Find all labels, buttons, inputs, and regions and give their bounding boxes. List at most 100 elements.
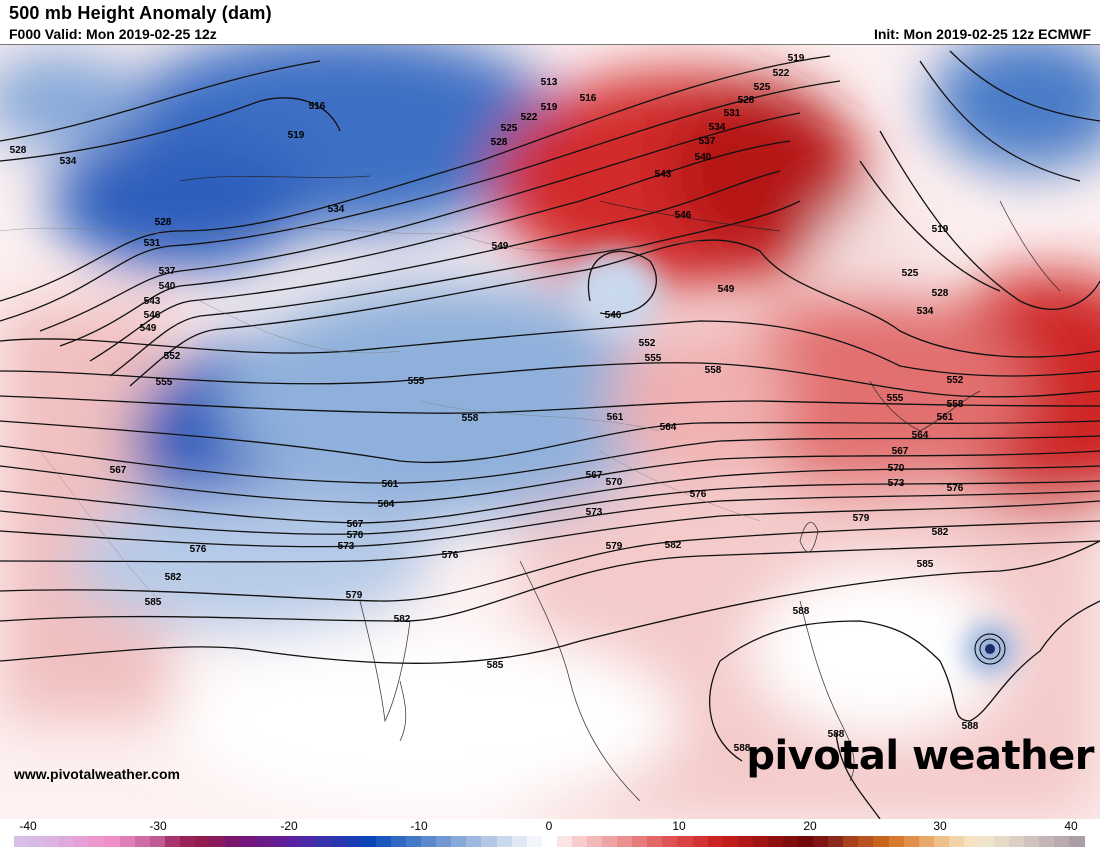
colorbar-swatch (179, 836, 195, 847)
contour-label: 534 (328, 204, 345, 215)
contour-label: 558 (462, 413, 479, 424)
contour-label: 564 (378, 499, 395, 510)
contour-label: 570 (606, 477, 623, 488)
contour-label: 555 (645, 353, 662, 364)
colorbar-swatch (496, 836, 512, 847)
contour-label: 534 (709, 122, 726, 133)
colorbar (14, 836, 1085, 847)
contour-label: 546 (144, 310, 161, 321)
colorbar-swatch (390, 836, 407, 847)
contour-label: 528 (491, 137, 508, 148)
map-canvas: 528 534 516 519 528 531 534 537 540 543 546 549 513 5… (0, 45, 1100, 819)
colorbar-swatch (89, 836, 105, 847)
colorbar-swatch (44, 836, 60, 847)
colorbar-swatch (767, 836, 783, 847)
contour-label: 573 (586, 507, 603, 518)
colorbar-swatch (14, 836, 30, 847)
contour-label: 534 (917, 306, 934, 317)
colorbar-swatch (119, 836, 135, 847)
colorbar-swatch (888, 836, 904, 847)
contour-label: 564 (660, 422, 677, 433)
colorbar-tick-label: -30 (149, 819, 167, 833)
contour-label: 582 (665, 540, 682, 551)
colorbar-tick-label: -20 (280, 819, 298, 833)
contour-label: 570 (888, 463, 905, 474)
colorbar-tick-label: 30 (933, 819, 947, 833)
colorbar-swatch (647, 836, 663, 847)
colorbar-swatch (451, 836, 467, 847)
colorbar-swatch (526, 836, 542, 847)
colorbar-swatch (994, 836, 1010, 847)
colorbar-swatch (662, 836, 678, 847)
colorbar-swatch (300, 836, 316, 847)
contour-label: 549 (492, 241, 509, 252)
contour-label: 543 (144, 296, 161, 307)
colorbar-swatch (436, 836, 452, 847)
contour-label: 537 (699, 136, 716, 147)
chart-title: 500 mb Height Anomaly (dam) (9, 3, 272, 23)
colorbar-tick-label: -10 (410, 819, 428, 833)
colorbar-swatch (59, 836, 75, 847)
colorbar-tick-label: 0 (545, 819, 553, 833)
colorbar-swatch (858, 836, 874, 847)
colorbar-tick-label: 40 (1064, 819, 1078, 833)
colorbar-swatch (1054, 836, 1070, 847)
contour-label: 561 (607, 412, 624, 423)
pivotal-weather-logo: pivotal weather (746, 733, 1094, 779)
contour-label: 579 (853, 513, 870, 524)
contour-label: 558 (947, 399, 964, 410)
colorbar-swatch (1069, 836, 1085, 847)
contour-label: 546 (675, 210, 692, 221)
colorbar-swatch (74, 836, 90, 847)
contour-label: 522 (521, 112, 538, 123)
contour-label: 525 (902, 268, 919, 279)
contour-label: 585 (487, 660, 504, 671)
colorbar-ticks: -40 -30 -20 -10 0 10 20 30 40 (0, 819, 1100, 833)
contour-label: 555 (156, 377, 173, 388)
contour-label: 528 (10, 145, 27, 156)
contour-label: 570 (347, 530, 364, 541)
colorbar-swatch (345, 836, 361, 847)
colorbar-swatch (406, 836, 422, 847)
colorbar-swatch (375, 836, 391, 847)
colorbar-swatch (979, 836, 995, 847)
contour-labels: 528 534 516 519 528 531 534 537 540 543 546 549 513 5… (10, 53, 979, 754)
colorbar-swatch (225, 836, 241, 847)
contour-label: 552 (639, 338, 656, 349)
contour-label: 531 (724, 108, 741, 119)
contour-label: 540 (159, 281, 176, 292)
colorbar-swatch (421, 836, 437, 847)
contour-label: 546 (605, 310, 622, 321)
contour-label: 582 (394, 614, 411, 625)
contour-label: 552 (947, 375, 964, 386)
colorbar-swatch (948, 836, 964, 847)
colorbar-swatch (963, 836, 979, 847)
colorbar-swatch (1024, 836, 1040, 847)
contour-label: 549 (718, 284, 735, 295)
colorbar-swatch (270, 836, 286, 847)
colorbar-swatch (677, 836, 693, 847)
colorbar-swatch (29, 836, 45, 847)
valid-time: F000 Valid: Mon 2019-02-25 12z (9, 26, 217, 42)
contour-label: 567 (347, 519, 364, 530)
init-time: Init: Mon 2019-02-25 12z ECMWF (873, 26, 1091, 42)
contour-label: 573 (888, 478, 905, 489)
colorbar-swatch (752, 836, 768, 847)
colorbar-tick-label: 10 (672, 819, 686, 833)
watermark-url: www.pivotalweather.com (14, 766, 180, 782)
admin-borders (0, 227, 761, 602)
colorbar-swatch (511, 836, 527, 847)
contour-label: 579 (606, 541, 623, 552)
contour-label: 588 (828, 729, 845, 740)
colorbar-swatch (330, 836, 346, 847)
colorbar-swatch (586, 836, 603, 847)
contour-label: 576 (947, 483, 964, 494)
colorbar-swatch (194, 836, 211, 847)
contour-label: 582 (165, 572, 182, 583)
contour-label: 552 (164, 351, 181, 362)
contour-label: 528 (932, 288, 949, 299)
contour-label: 528 (738, 95, 755, 106)
colorbar-swatch (933, 836, 949, 847)
colorbar-swatch (813, 836, 829, 847)
colorbar-swatch (164, 836, 180, 847)
